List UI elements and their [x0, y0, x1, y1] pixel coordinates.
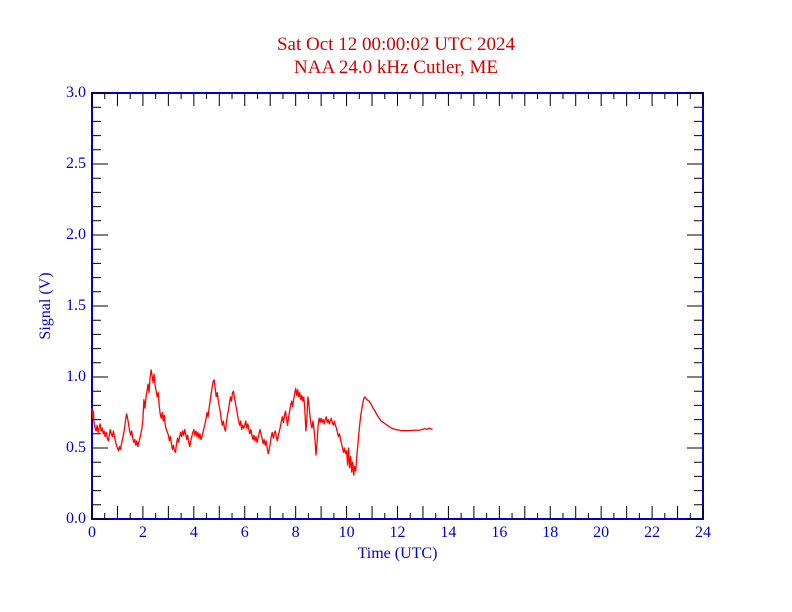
x-tick-label: 2 [138, 524, 147, 541]
x-tick-label: 18 [542, 524, 559, 541]
x-tick-label: 16 [491, 524, 508, 541]
x-tick-label: 24 [695, 524, 711, 541]
x-tick-label: 22 [644, 524, 661, 541]
plot-title-station: NAA 24.0 kHz Cutler, ME [294, 57, 498, 78]
y-axis-title: Signal (V) [37, 272, 54, 340]
x-tick-label: 6 [240, 524, 249, 541]
x-tick-label: 12 [389, 524, 406, 541]
x-tick-label: 14 [440, 524, 457, 541]
x-tick-label: 4 [189, 524, 198, 541]
signal-trace [91, 369, 433, 476]
x-tick-label: 20 [593, 524, 610, 541]
y-tick-label: 3.0 [66, 84, 86, 101]
x-tick-label: 0 [88, 524, 96, 541]
x-tick-label: 10 [338, 524, 355, 541]
y-tick-label: 0.5 [66, 439, 86, 456]
y-tick-label: 2.0 [66, 226, 86, 243]
y-tick-label: 0.0 [66, 510, 86, 527]
x-axis-title: Time (UTC) [357, 545, 438, 562]
plot-title-date: Sat Oct 12 00:00:02 UTC 2024 [276, 34, 516, 55]
x-tick-label: 8 [291, 524, 300, 541]
axis-tick-marks [91, 92, 704, 520]
y-tick-label: 1.0 [66, 368, 86, 385]
y-tick-label: 2.5 [66, 155, 86, 172]
plot-frame [91, 92, 704, 520]
y-tick-label: 1.5 [66, 297, 86, 314]
